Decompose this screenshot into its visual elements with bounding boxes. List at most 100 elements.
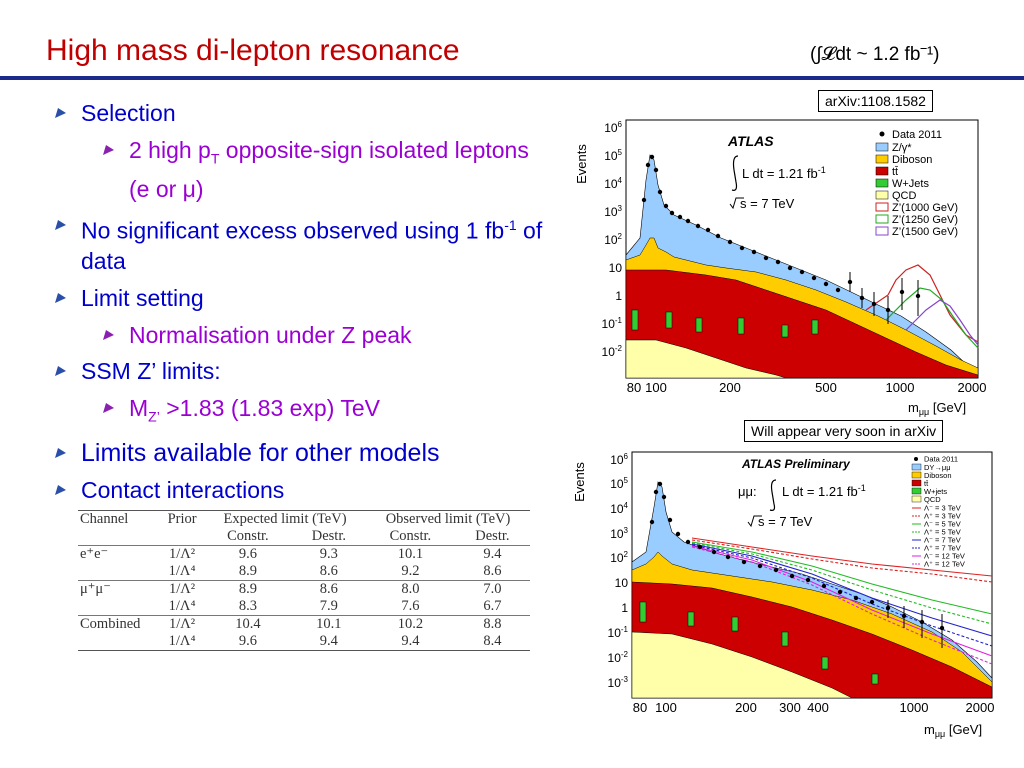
xtick-label: 80 [633,700,647,715]
ytick-mantissa: 10 [602,317,616,331]
ytick-mantissa: 10 [610,502,624,516]
table-cell: 8.6 [319,563,338,579]
legend-swatch-wjets [875,178,889,188]
ytick-label: 104 [604,176,622,191]
table-cell: 8.0 [366,580,455,598]
bullet-no-excess: No significant excess observed using 1 f… [52,210,552,278]
bullet-arrow-icon [102,329,117,342]
legend-swatch-zp1250 [875,214,889,224]
table-cell: e⁺e⁻ [78,545,161,563]
table-cell: 1/Λ² [160,580,205,598]
ytick-mantissa: 10 [604,121,618,135]
legend-label: Z’(1500 GeV) [892,226,958,238]
ytick-exponent: 2 [618,232,623,241]
table-header-cell: Destr. [311,528,346,544]
wjets-histogram [639,601,879,685]
table-row: 1/Λ⁴ 9.6 9.4 9.4 8.4 [78,633,530,651]
sqrt-icon [729,197,744,210]
ytick-mantissa: 10 [610,477,624,491]
legend-swatch-diboson [911,471,922,479]
bullet-arrow-icon [54,447,69,460]
xtick-label: 200 [719,380,741,395]
bullet-subscript: T [210,150,220,167]
plot-contact-svg: 106 105 104 103 102 10 1 10-1 10-2 10-3 … [572,451,995,739]
xtick-label: 2000 [966,700,995,715]
table-cell: Combined [78,615,161,633]
table-cell: 10.4 [204,615,292,633]
table-cell: 1/Λ² [160,545,205,563]
xtick-label: 200 [735,700,757,715]
ytick-exponent: 4 [624,501,629,510]
plot-zprime-svg: 106 105 104 103 102 10 1 10-1 10-2 80 10… [574,119,986,417]
legend-label: Λ⁻ = 12 TeV [924,552,965,561]
integral-icon [769,479,777,511]
ytick-label: 106 [610,452,628,467]
ytick-exponent: 3 [618,204,623,213]
xtick-label: 100 [645,380,667,395]
zprime-1250-line [885,287,979,349]
bullet-selection: Selection [52,98,552,129]
ytick-mantissa: 10 [608,676,622,690]
legend-label: Λ⁻ = 7 TeV [924,536,961,545]
table-cell: 7.9 [319,598,338,614]
data-errorbars [849,272,919,324]
bullet-text: of data [81,217,543,275]
bullet-other-models: Limits available for other models [52,438,552,469]
legend-label: Data 2011 [924,455,958,464]
legend-label: Data 2011 [892,129,942,141]
table-cell [78,633,161,651]
table-row: μ⁺μ⁻ 1/Λ² 8.9 8.6 8.0 7.0 [78,580,530,598]
legend-swatch-dy [875,142,889,152]
table-header-cell: Channel [78,510,161,528]
ytick-label: 1 [615,289,622,303]
bullet-text: >1.83 (1.83 exp) TeV [159,395,380,422]
plot1-ylabel: Events [574,144,589,184]
ytick-mantissa: 1 [615,289,622,303]
bullet-text: opposite-sign isolated leptons (e or μ) [129,137,529,202]
bullet-sub-mz: MZ’ >1.83 (1.83 exp) TeV [52,393,552,432]
ytick-mantissa: 10 [604,177,618,191]
table-cell: 10.1 [366,545,455,563]
ytick-exponent: 6 [624,452,629,461]
ytick-label: 10-2 [608,650,629,665]
xlabel-unit: [GeV] [929,400,966,415]
ci-curve-12-plus [691,546,993,665]
ytick-exponent: -3 [621,675,629,684]
table-header-cell: Prior [160,510,205,528]
xlabel-main: m [924,722,935,737]
table-cell: 9.4 [291,633,366,651]
plot1-legend: Data 2011 Z/γ* Diboson tt̄ W+Jets QCD Z’… [875,129,958,238]
luminosity-label: (∫𝓛dt ~ 1.2 fb⁻¹) [810,44,940,65]
ytick-mantissa: 10 [604,233,618,247]
ytick-mantissa: 10 [602,345,616,359]
legend-label: Z’(1250 GeV) [892,214,958,226]
ytick-mantissa: 10 [604,149,618,163]
ci-curve-3-plus [691,539,993,583]
table-cell: 8.9 [238,563,257,579]
table-cell [78,598,160,616]
table-cell: 8.3 [238,598,257,614]
qcd-histogram [625,339,787,379]
table-cell [78,563,160,581]
table-header-cell: Observed limit (TeV) [366,510,530,528]
bullet-text: 2 high p [129,137,211,163]
plot-contact-figure: 106 105 104 103 102 10 1 10-1 10-2 10-3 … [568,420,1000,742]
ci-curve-5-plus [691,542,993,625]
table-header-row: Channel Prior Expected limit (TeV) Obser… [78,510,530,528]
atlas-label: ATLAS Preliminary [741,457,851,471]
table-cell: 9.4 [366,633,455,651]
xtick-label: 1000 [886,380,915,395]
ytick-mantissa: 10 [610,551,624,565]
wjets-histogram [631,309,819,338]
bullet-limit-setting: Limit setting [52,283,552,314]
slide-title: High mass di-lepton resonance [46,34,460,67]
bullet-text: SSM Z’ limits: [81,358,221,385]
legend-swatch-zp1000 [875,202,889,212]
bullet-arrow-icon [54,292,69,305]
qcd-histogram [631,631,853,699]
lumi-text: L dt = 1.21 fb-1 [782,483,866,499]
table-cell: 7.0 [454,580,530,598]
legend-label: QCD [924,495,941,504]
atlas-label: ATLAS [727,133,774,149]
table-row: e⁺e⁻ 1/Λ² 9.6 9.3 10.1 9.4 [78,545,530,563]
